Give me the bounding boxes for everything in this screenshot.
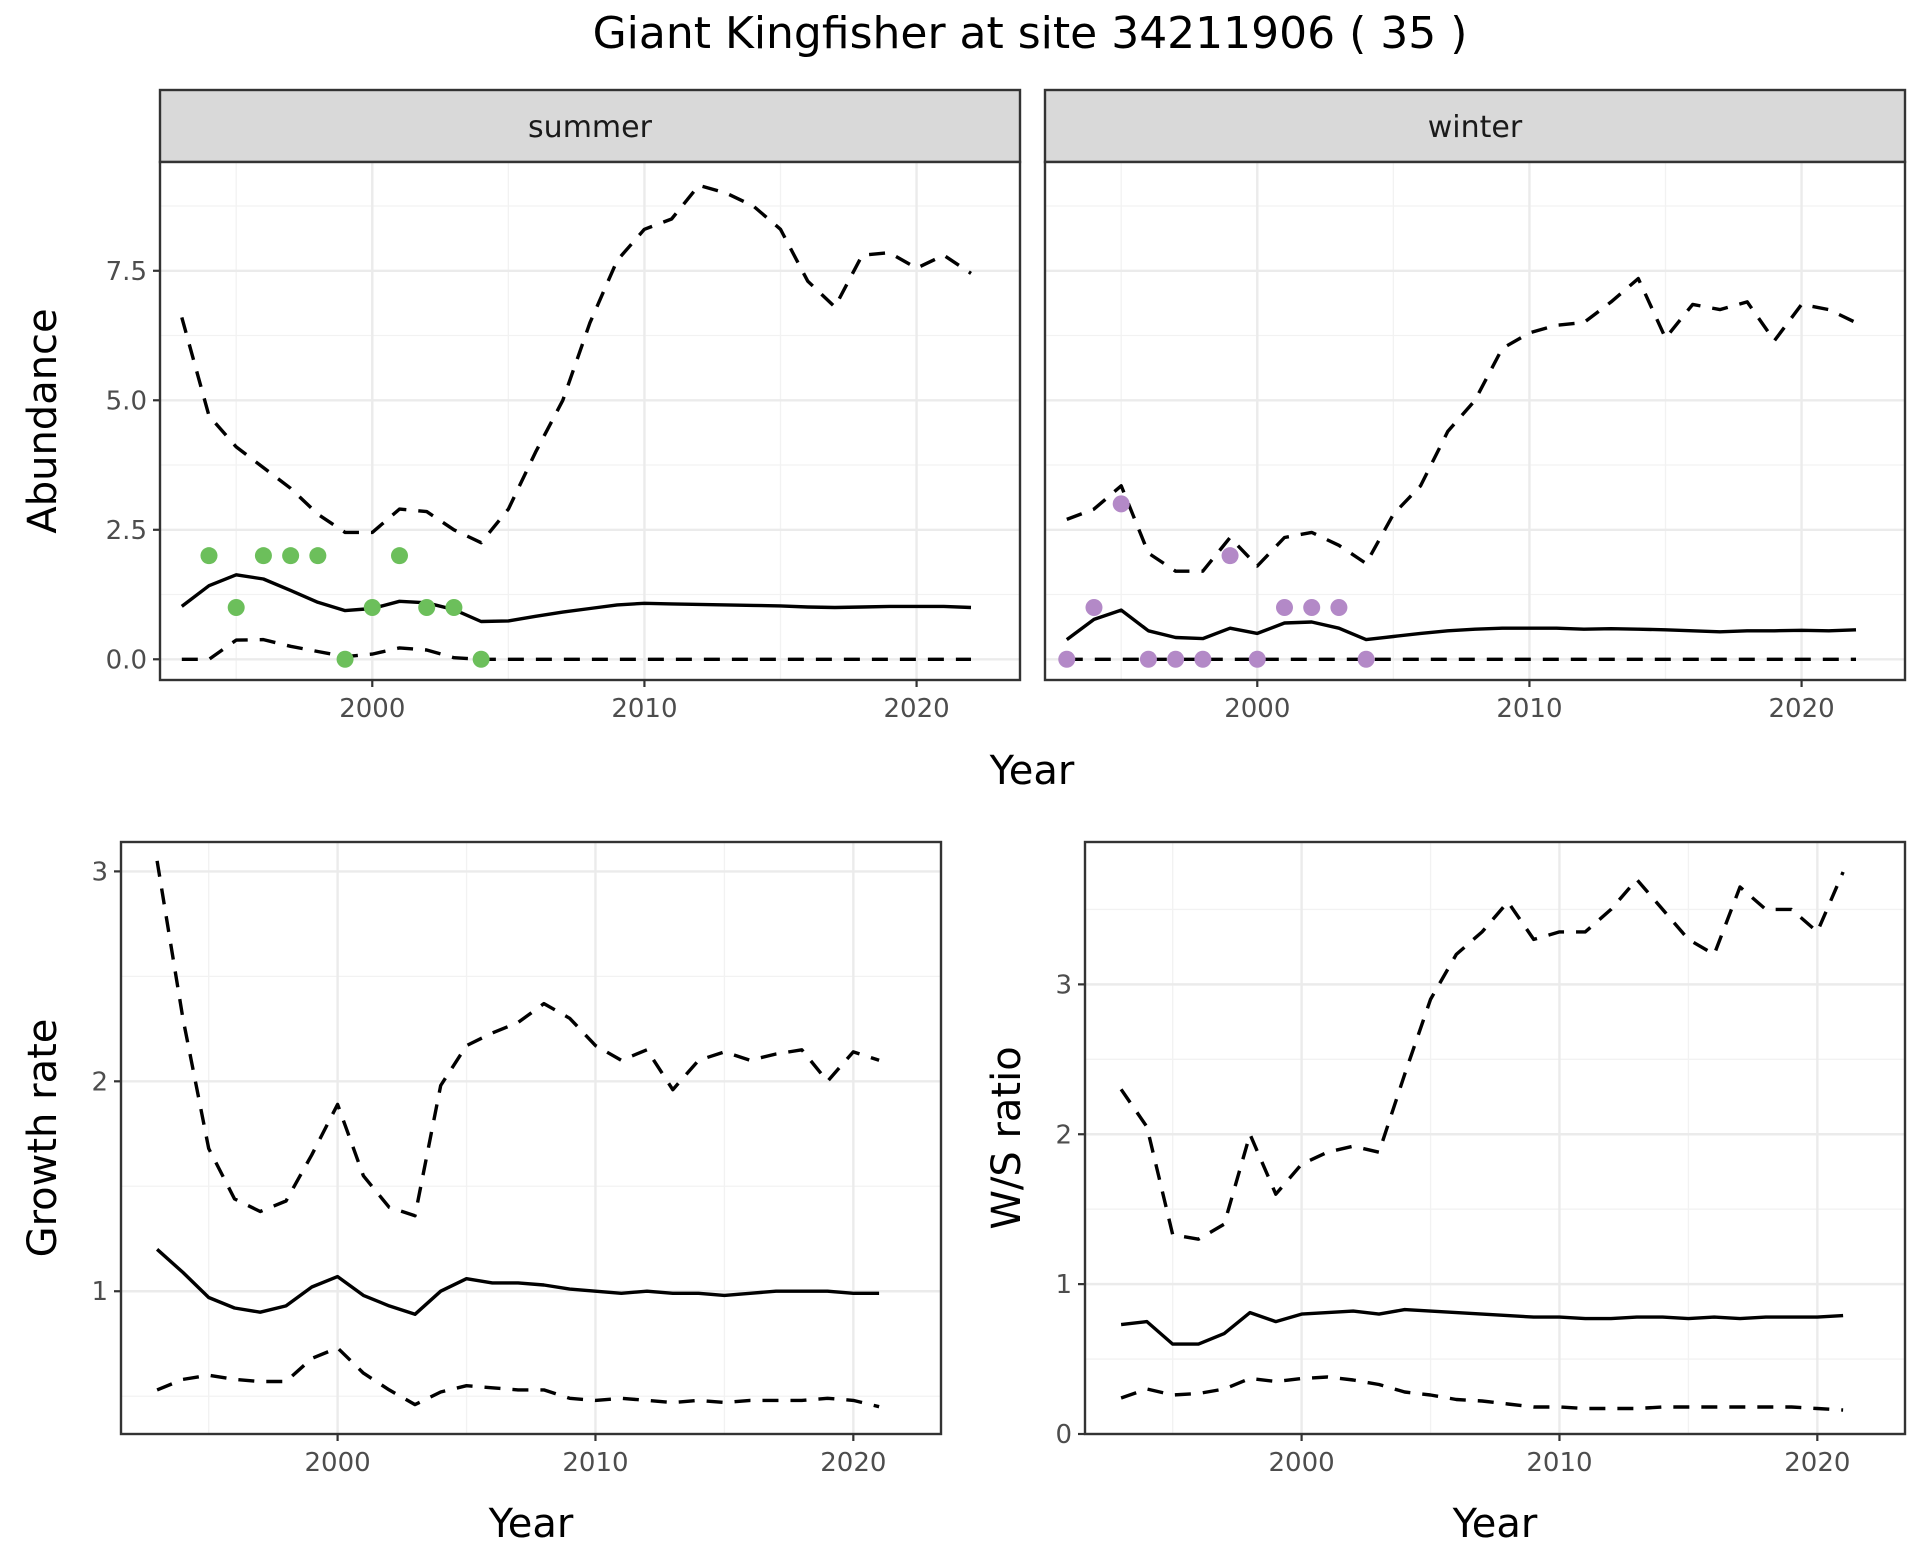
- y-tick-label: 1: [1055, 1270, 1072, 1300]
- y-tick-label: 5.0: [106, 386, 147, 416]
- observed-count-point: [390, 547, 408, 565]
- facet-strip-summer: [158, 88, 1022, 164]
- observed-count-point: [1139, 650, 1157, 668]
- panel-border-growth: [119, 840, 943, 1436]
- panel-border-summer: [158, 160, 1022, 682]
- observed-count-point: [1330, 598, 1348, 616]
- abundance-x-axis-title: Year: [989, 748, 1075, 794]
- observed-count-point: [1167, 650, 1185, 668]
- ws-x-axis: 2000 2010 2020: [1269, 1434, 1850, 1478]
- x-tick-label: 2020: [883, 694, 949, 724]
- y-tick-label: 0: [1055, 1420, 1072, 1450]
- x-tick-label: 2010: [1526, 1448, 1592, 1478]
- x-tick-label: 2010: [562, 1448, 628, 1478]
- x-tick-label: 2020: [1768, 694, 1834, 724]
- facet-strip-winter: [1043, 88, 1907, 164]
- chart-title: Giant Kingfisher at site 34211906 ( 35 ): [593, 8, 1468, 59]
- panel-border-ws: [1083, 840, 1907, 1436]
- x-tick-label: 2020: [820, 1448, 886, 1478]
- observed-count-point: [1085, 598, 1103, 616]
- mean-line: [1120, 1307, 1844, 1346]
- observed-count-point: [282, 547, 300, 565]
- lower-bound-line: [1120, 1375, 1844, 1412]
- y-tick-label: 7.5: [106, 257, 147, 287]
- upper-bound-line: [180, 183, 972, 545]
- abundance-y-axis-title: Abundance: [20, 308, 66, 533]
- ws-x-axis-title: Year: [1452, 1501, 1538, 1547]
- panel-border-winter: [1043, 160, 1907, 682]
- mean-line: [155, 1248, 880, 1316]
- y-tick-label: 3: [1055, 970, 1072, 1000]
- upper-bound-line: [1119, 871, 1845, 1241]
- panel-content-summer: [160, 162, 1020, 680]
- x-tick-label: 2010: [1496, 694, 1562, 724]
- observed-count-point: [1194, 650, 1212, 668]
- y-tick-label: 2: [1055, 1120, 1072, 1150]
- observed-count-point: [1248, 650, 1266, 668]
- facet-strip-label-summer: summer: [528, 110, 653, 145]
- y-tick-label: 1: [91, 1277, 108, 1307]
- growth-rate-plot: 1 2 3 2000 2010 2020 Growth rate Year: [20, 840, 943, 1547]
- panel-content-winter: [1045, 162, 1905, 680]
- lower-bound-line: [181, 637, 971, 661]
- panel-content-ws: [1085, 842, 1905, 1436]
- panel-background: [121, 842, 941, 1434]
- observed-count-point: [1058, 650, 1076, 668]
- observed-count-point: [200, 547, 218, 565]
- ws-ratio-plot: 0 1 2 3 2000 2010 2020 W/S ratio Year: [984, 840, 1907, 1547]
- upper-bound-line: [155, 860, 880, 1218]
- abundance-facet-plot: summer winter 0.02.55.07.5 2000 2010 2020 …: [20, 88, 1907, 794]
- mean-line: [1065, 608, 1857, 642]
- x-tick-label: 2000: [1224, 694, 1290, 724]
- observed-count-point: [1303, 598, 1321, 616]
- observed-count-point: [1221, 547, 1239, 565]
- observed-count-point: [309, 547, 327, 565]
- growth-x-axis-title: Year: [488, 1501, 574, 1547]
- observed-count-point: [1357, 650, 1375, 668]
- x-tick-label: 2020: [1784, 1448, 1850, 1478]
- observed-count-point: [336, 650, 354, 668]
- growth-y-axis-title: Growth rate: [20, 1019, 66, 1258]
- y-tick-label: 2: [91, 1067, 108, 1097]
- ws-y-axis-title: W/S ratio: [984, 1046, 1030, 1229]
- mean-line: [180, 573, 972, 624]
- y-tick-label: 2.5: [106, 516, 147, 546]
- ws-y-axis: 0 1 2 3: [1055, 970, 1085, 1450]
- growth-y-axis: 1 2 3: [91, 857, 121, 1307]
- observed-count-point: [254, 547, 272, 565]
- upper-bound-line: [1066, 276, 1857, 573]
- panel-background: [1085, 842, 1905, 1434]
- x-tick-label: 2000: [339, 694, 405, 724]
- panel-background: [160, 162, 1020, 680]
- x-tick-label: 2010: [611, 694, 677, 724]
- growth-x-axis: 2000 2010 2020: [305, 1434, 886, 1478]
- facet-panel-winter: winter: [1043, 88, 1907, 682]
- observed-count-point: [363, 598, 381, 616]
- abundance-x-axis-summer: 2000 2010 2020: [339, 680, 950, 724]
- panel-content-growth: [121, 842, 941, 1434]
- observed-count-point: [472, 650, 490, 668]
- x-tick-label: 2000: [1269, 1448, 1335, 1478]
- observed-count-point: [445, 598, 463, 616]
- lower-bound-line: [156, 1346, 880, 1409]
- facet-strip-label-winter: winter: [1428, 110, 1523, 145]
- y-tick-label: 0.0: [106, 645, 147, 675]
- facet-panel-summer: summer: [158, 88, 1022, 682]
- observed-count-point: [1112, 495, 1130, 513]
- y-tick-label: 3: [91, 857, 108, 887]
- abundance-y-axis: 0.0 2.5 5.0 7.5: [106, 257, 160, 675]
- observed-count-point: [418, 598, 436, 616]
- x-tick-label: 2000: [305, 1448, 371, 1478]
- abundance-x-axis-winter: 2000 2010 2020: [1224, 680, 1835, 724]
- panel-background: [1045, 162, 1905, 680]
- observed-count-point: [227, 598, 245, 616]
- observed-count-point: [1275, 598, 1293, 616]
